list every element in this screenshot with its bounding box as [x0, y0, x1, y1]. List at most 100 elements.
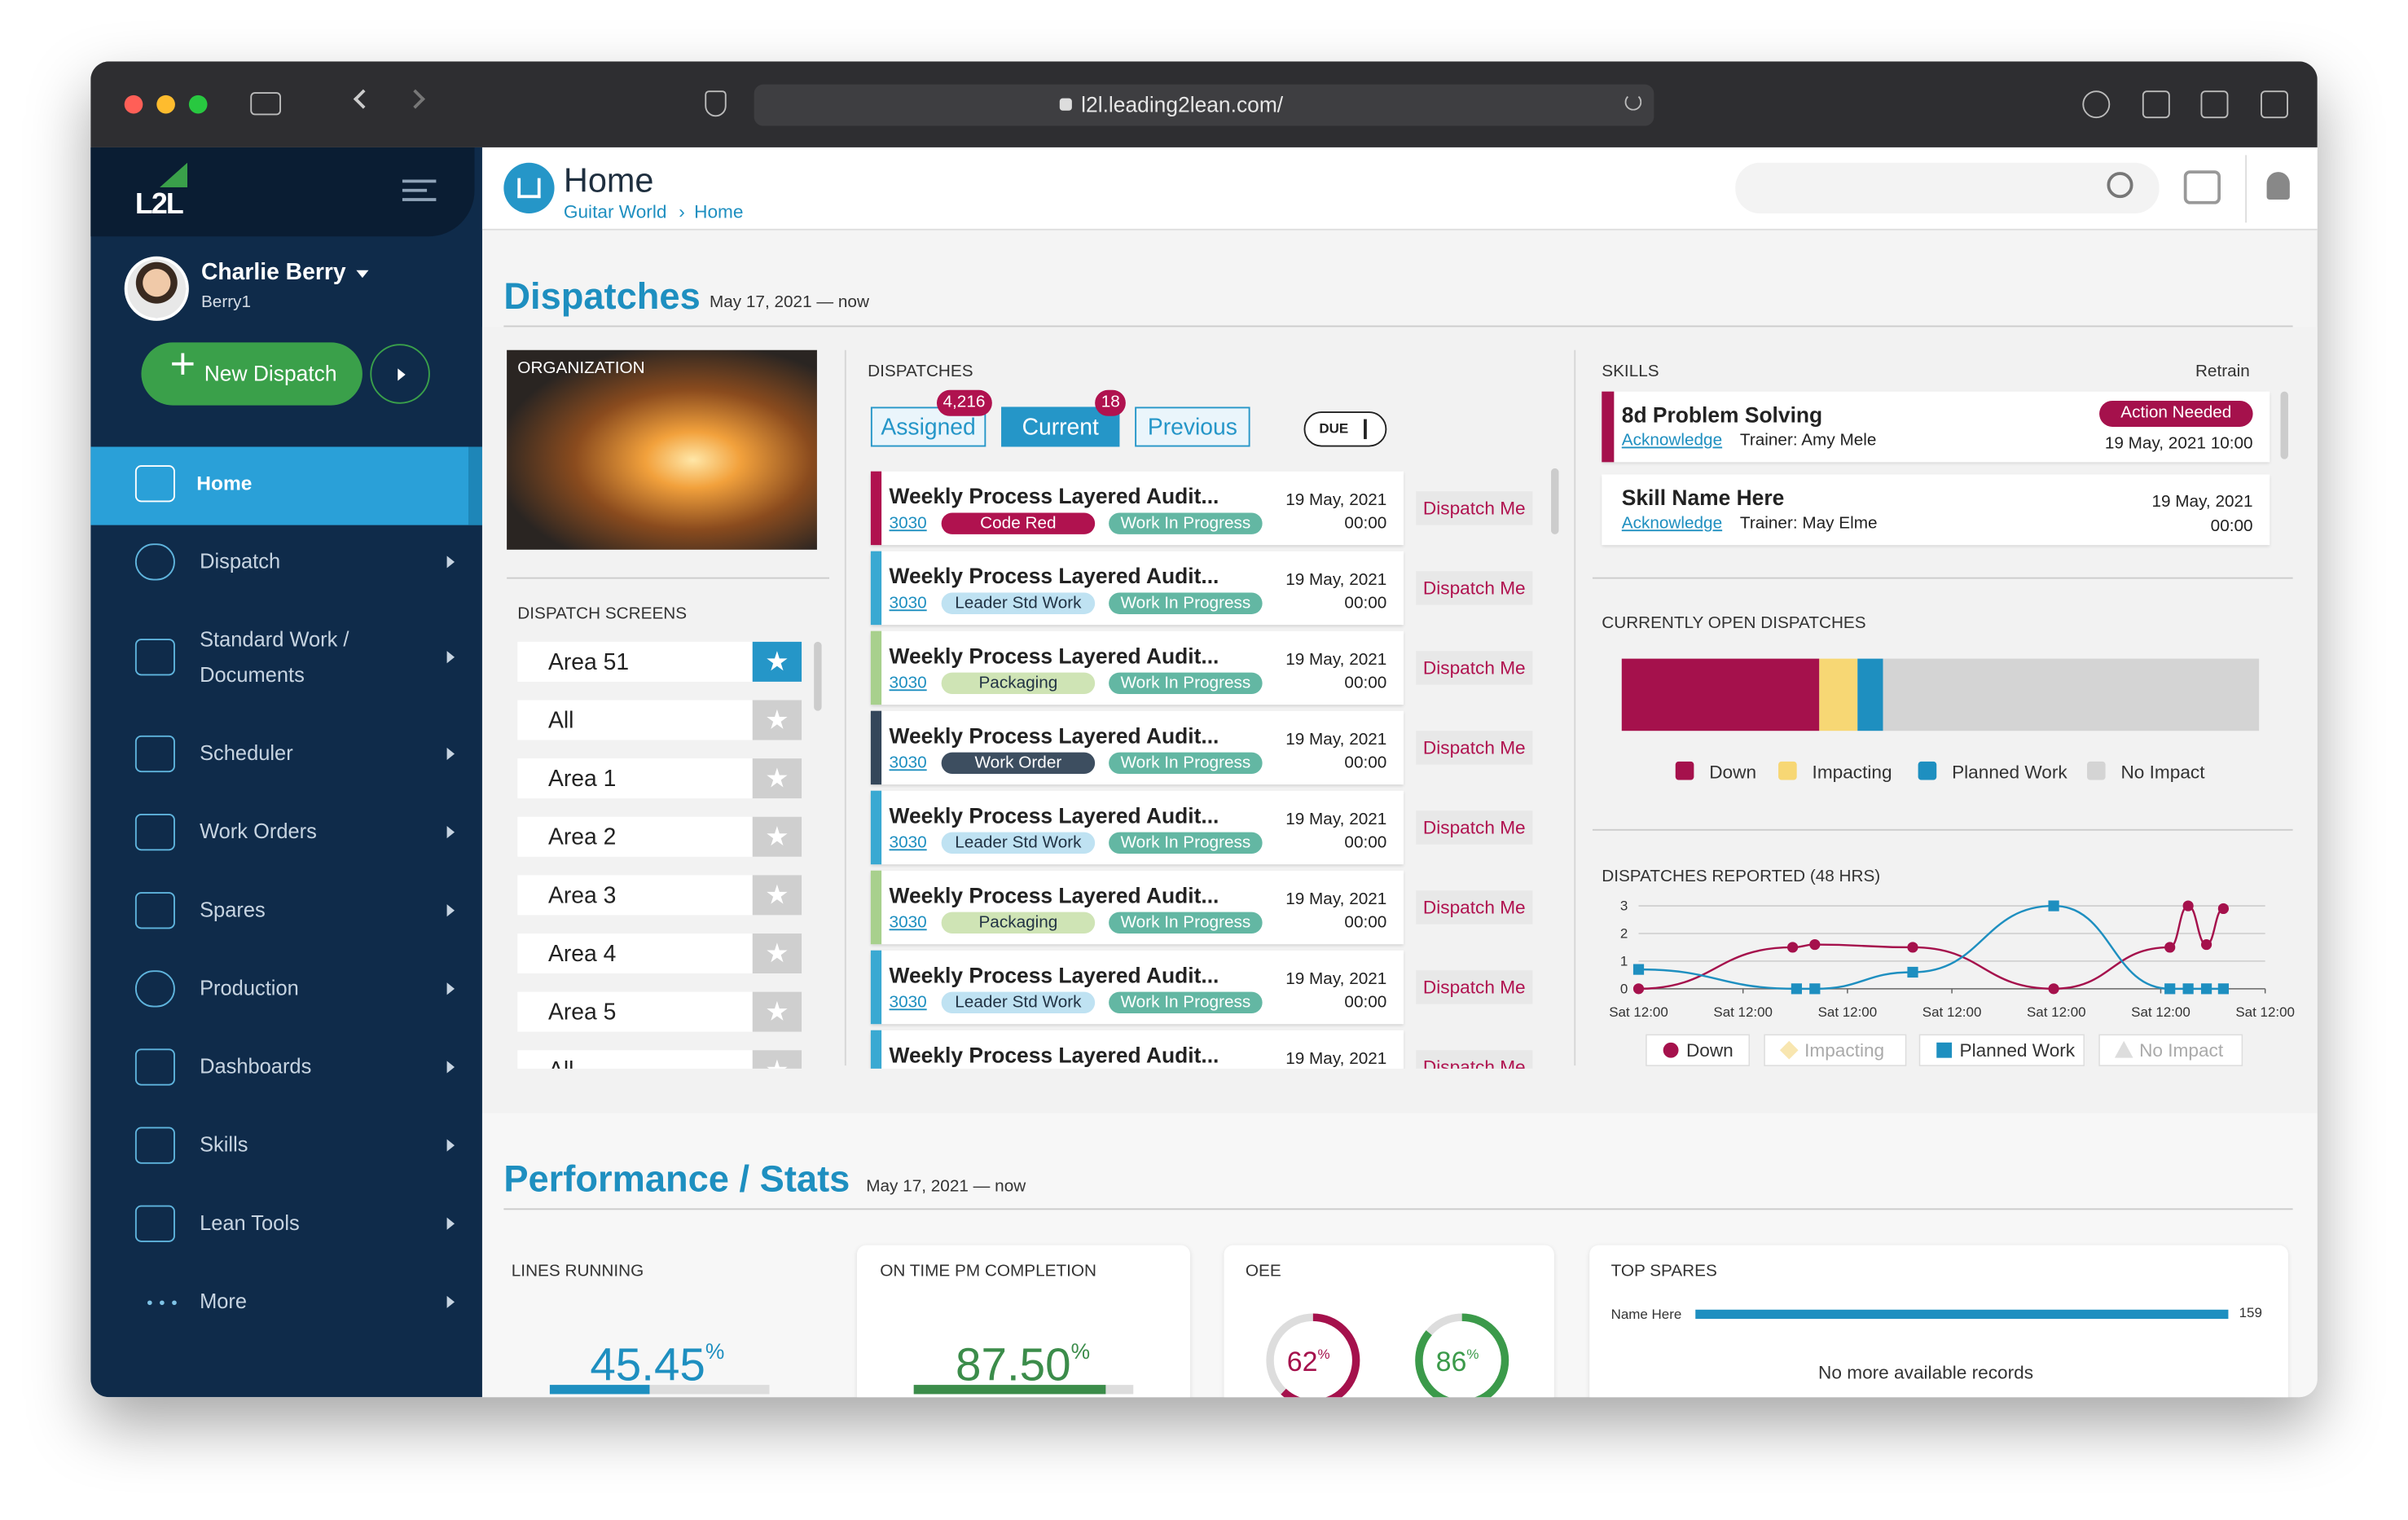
dispatch-id[interactable]: 3030 — [889, 594, 927, 613]
screen-row[interactable]: All — [517, 700, 802, 740]
dispatch-time: 00:00 — [1344, 833, 1387, 853]
menu-icon-line[interactable] — [402, 188, 428, 192]
dispatch-card[interactable]: Weekly Process Layered Audit... 3030 Code … — [870, 471, 1404, 546]
dispatch-me-button[interactable]: Dispatch Me — [1416, 811, 1533, 845]
breadcrumb[interactable]: Home — [694, 200, 744, 223]
dispatch-id[interactable]: 3030 — [889, 913, 927, 933]
user-dropdown[interactable] — [356, 270, 369, 279]
favorite-star[interactable] — [752, 1050, 802, 1069]
retrain-link[interactable]: Retrain — [2195, 362, 2250, 381]
screen-row[interactable]: Area 3 — [517, 875, 802, 916]
dispatch-me-button[interactable]: Dispatch Me — [1416, 1050, 1533, 1069]
stat-bar — [549, 1385, 650, 1395]
reload-button[interactable] — [1624, 93, 1642, 111]
dispatch-id[interactable]: 3030 — [889, 993, 927, 1013]
toolbar-button[interactable] — [2142, 90, 2170, 119]
dispatch-status: Work In Progress — [1109, 832, 1263, 854]
screen-row[interactable]: Area 1 — [517, 758, 802, 799]
new-dispatch-button[interactable]: New Dispatch — [141, 342, 363, 406]
dispatch-id[interactable]: 3030 — [889, 674, 927, 693]
dispatch-me-button[interactable]: Dispatch Me — [1416, 890, 1533, 925]
bell-icon[interactable] — [2266, 172, 2290, 200]
dispatch-card[interactable]: Weekly Process Layered Audit... 3030 Packa… — [870, 870, 1404, 945]
skill-date: 19 May, 2021 — [2151, 493, 2253, 512]
nav-item[interactable]: Dispatch — [200, 549, 281, 573]
favorite-star[interactable] — [752, 991, 802, 1032]
nav-item[interactable]: Documents — [200, 663, 305, 687]
stat-label: TOP SPARES — [1610, 1262, 1717, 1281]
acknowledge-link[interactable]: Acknowledge — [1621, 431, 1723, 450]
legend-label: Impacting — [1813, 762, 1892, 783]
legend-label: Down — [1709, 762, 1756, 783]
window-control[interactable] — [156, 94, 175, 114]
dispatch-id[interactable]: 3030 — [889, 753, 927, 773]
toolbar-button[interactable] — [2261, 90, 2288, 119]
nav-item[interactable]: Work Orders — [200, 819, 317, 843]
skill-card[interactable]: 8d Problem Solving Acknowledge Trainer: Am… — [1602, 391, 2270, 463]
screen-row[interactable]: All — [517, 1050, 802, 1069]
search-box[interactable] — [1735, 162, 2160, 213]
line-series — [1638, 904, 2224, 991]
tab[interactable]: Previous — [1135, 406, 1250, 447]
dispatch-id[interactable]: 3030 — [889, 514, 927, 534]
user-name[interactable]: Charlie Berry — [200, 259, 346, 286]
nav-item[interactable]: Production — [200, 976, 299, 1000]
dispatch-tag: Packaging — [941, 672, 1096, 694]
dispatch-status: Work In Progress — [1109, 672, 1263, 694]
favorite-star[interactable] — [752, 933, 802, 973]
skill-card[interactable]: Skill Name Here Acknowledge Trainer: May E… — [1602, 474, 2270, 546]
toolbar-button[interactable] — [2082, 90, 2111, 119]
dispatch-card[interactable]: Weekly Process Layered Audit...3030Leade… — [870, 1030, 1404, 1069]
dispatch-me-button[interactable]: Dispatch Me — [1416, 651, 1533, 685]
new-dispatch-options[interactable] — [370, 344, 430, 404]
menu-icon-line[interactable] — [402, 198, 437, 201]
nav-icon — [134, 813, 175, 851]
calendar-icon[interactable] — [2183, 170, 2221, 204]
screen-row[interactable]: Area 4 — [517, 933, 802, 973]
menu-icon-line[interactable] — [402, 179, 437, 183]
favorite-star[interactable] — [752, 875, 802, 916]
lock-icon — [1059, 98, 1072, 111]
search-icon[interactable] — [2107, 172, 2133, 199]
nav-item[interactable]: Dashboards — [200, 1054, 312, 1078]
nav-item[interactable]: Standard Work / — [200, 627, 349, 652]
dispatch-card[interactable]: Weekly Process Layered Audit... 3030 Packa… — [870, 630, 1404, 705]
organization-image[interactable] — [507, 349, 817, 550]
nav-item[interactable]: Home — [196, 471, 253, 494]
dispatch-title: Weekly Process Layered Audit... — [889, 483, 1219, 508]
screen-row[interactable]: Area 2 — [517, 816, 802, 857]
x-tick-label: Sat 12:00 — [1713, 1004, 1773, 1020]
nav-item[interactable]: Scheduler — [200, 741, 293, 765]
window-control[interactable] — [124, 94, 143, 114]
screen-row[interactable]: Area 5 — [517, 991, 802, 1032]
dispatch-card[interactable]: Weekly Process Layered Audit... 3030 Work … — [870, 710, 1404, 785]
dispatch-me-button[interactable]: Dispatch Me — [1416, 571, 1533, 605]
dispatch-me-button[interactable]: Dispatch Me — [1416, 731, 1533, 765]
dispatch-date: 19 May, 2021 — [1285, 731, 1387, 749]
favorite-star[interactable] — [752, 700, 802, 740]
favorite-star[interactable] — [752, 641, 802, 682]
dispatch-id[interactable]: 3030 — [889, 833, 927, 853]
window-control[interactable] — [188, 94, 208, 114]
breadcrumb[interactable]: Guitar World — [563, 200, 667, 223]
y-tick-label: 3 — [1620, 898, 1628, 914]
favorite-star[interactable] — [752, 758, 802, 799]
nav-item[interactable]: Skills — [200, 1133, 248, 1157]
dispatch-me-button[interactable]: Dispatch Me — [1416, 970, 1533, 1004]
sort-button[interactable]: DUE — [1303, 411, 1387, 447]
favorite-star[interactable] — [752, 816, 802, 857]
nav-item[interactable]: Lean Tools — [200, 1211, 300, 1235]
nav-item[interactable]: Spares — [200, 898, 266, 921]
screen-row[interactable]: Area 51 — [517, 641, 802, 682]
dispatch-me-button[interactable]: Dispatch Me — [1416, 491, 1533, 525]
toolbar-button[interactable] — [2200, 90, 2229, 119]
sidebar-toggle[interactable] — [250, 92, 281, 116]
nav-item[interactable]: More — [200, 1289, 248, 1313]
legend-label: Planned Work — [1952, 762, 2067, 783]
address-bar[interactable] — [754, 84, 1654, 126]
acknowledge-link[interactable]: Acknowledge — [1621, 514, 1723, 534]
